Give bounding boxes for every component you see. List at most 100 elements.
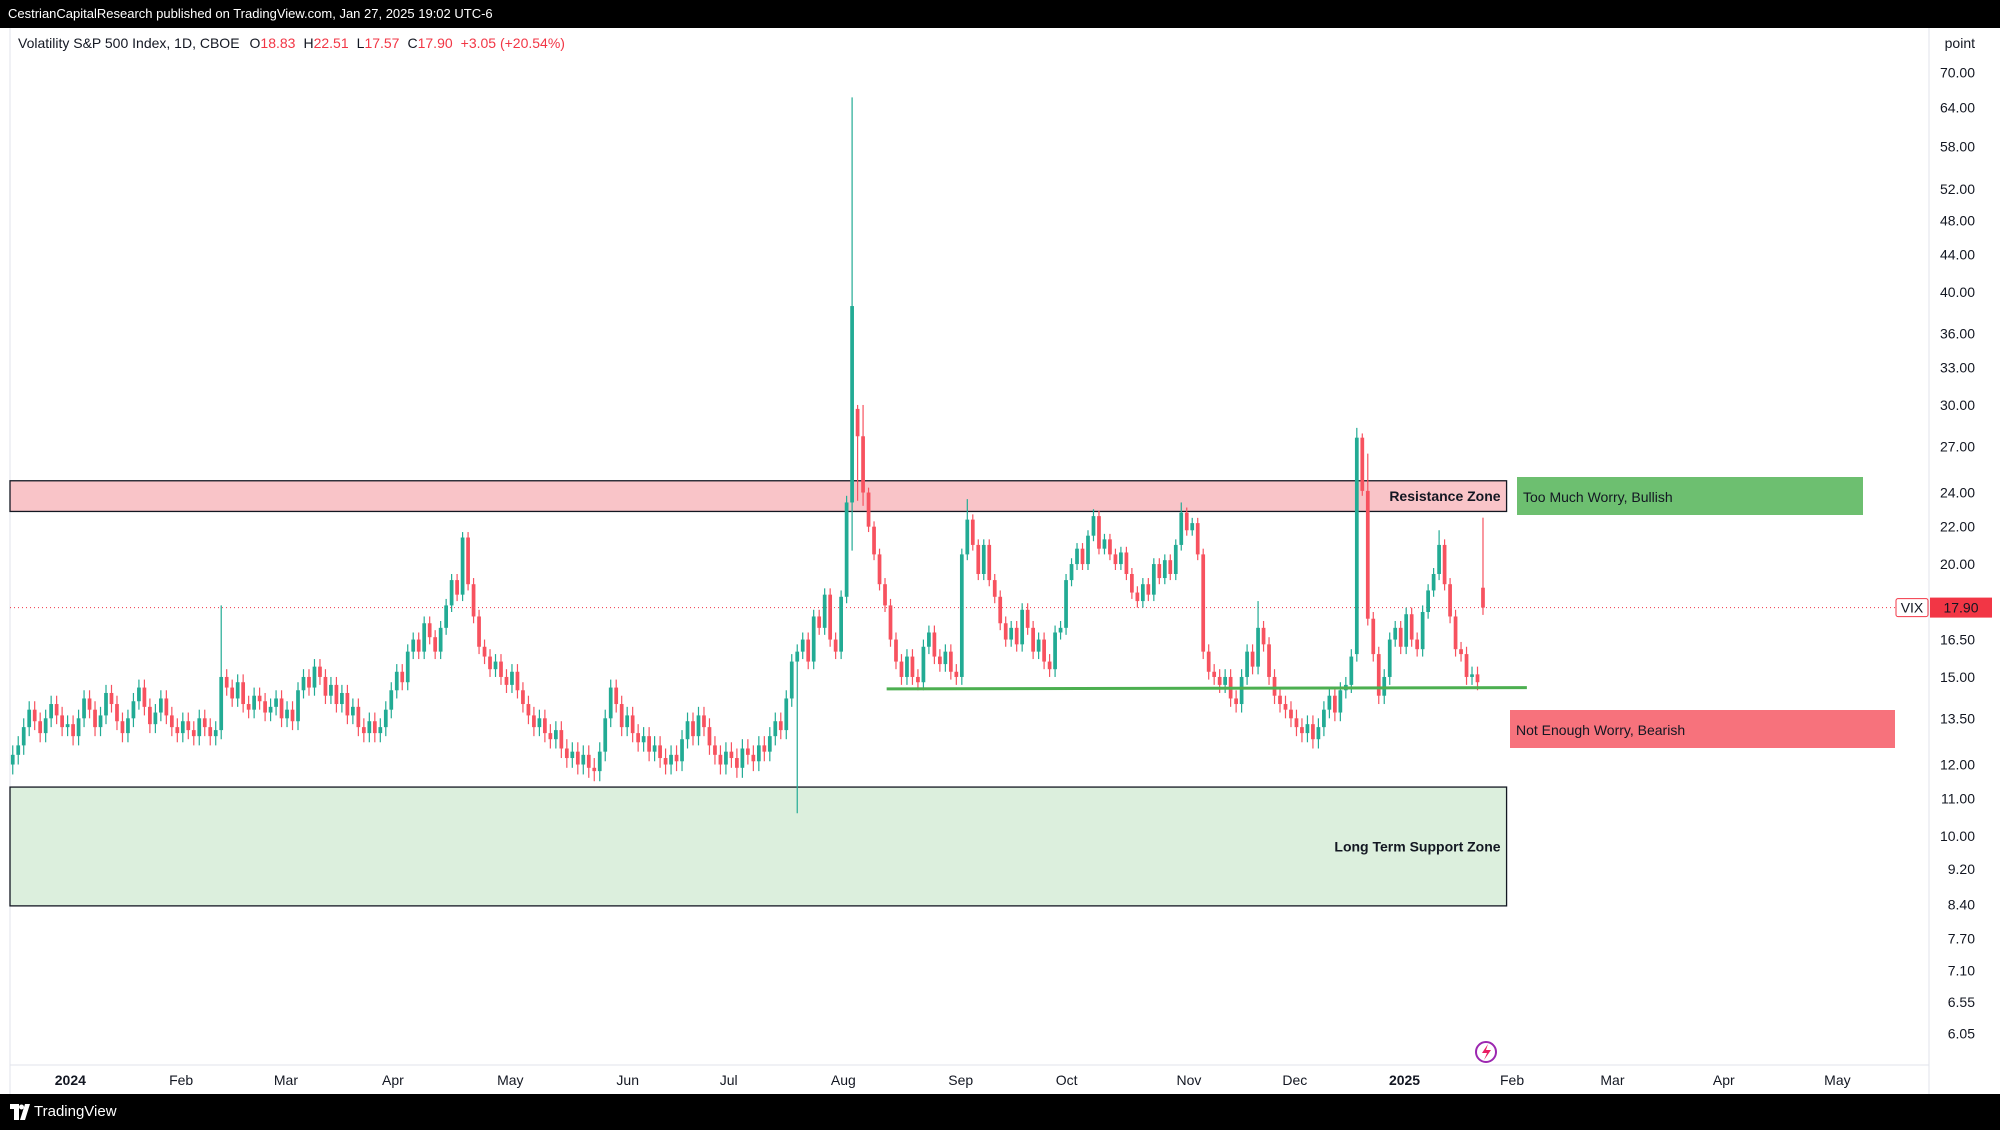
x-tick-label: Mar xyxy=(1600,1072,1624,1088)
x-tick-label: May xyxy=(1824,1072,1850,1088)
candle-body xyxy=(987,544,992,581)
y-tick-label: 58.00 xyxy=(1940,138,1975,154)
candle-body xyxy=(488,656,492,670)
candle-body xyxy=(1086,535,1090,565)
candle-body xyxy=(696,715,701,737)
candle-body xyxy=(87,698,92,710)
candle-body xyxy=(619,704,624,728)
candle-body xyxy=(1108,539,1112,555)
candle-body xyxy=(894,639,898,662)
candle-body xyxy=(1201,554,1206,652)
candle-body xyxy=(1338,690,1343,713)
candle-body xyxy=(1223,676,1228,685)
candle-body xyxy=(241,682,246,705)
candle-body xyxy=(460,537,465,595)
legend-field-label: O xyxy=(250,35,261,51)
candle-body xyxy=(383,709,388,728)
candle-body xyxy=(389,690,394,710)
candle-body xyxy=(1322,709,1326,728)
y-tick-label: 52.00 xyxy=(1940,181,1975,197)
candle-body xyxy=(1387,639,1392,677)
candle-body xyxy=(1146,584,1151,595)
legend-field-value: 22.51 xyxy=(314,35,349,51)
candle-body xyxy=(669,754,673,765)
candle-body xyxy=(1327,695,1332,710)
candle-body xyxy=(1212,671,1217,677)
candle-body xyxy=(71,724,75,737)
candle-body xyxy=(372,721,377,734)
candle-body xyxy=(208,727,213,737)
candle-body xyxy=(800,639,805,652)
candle-body xyxy=(82,698,86,719)
candle-body xyxy=(1091,516,1096,536)
candle-body xyxy=(927,632,931,647)
candle-body xyxy=(312,666,317,688)
candle-body xyxy=(1481,587,1485,608)
candle-body xyxy=(767,736,772,752)
x-tick-label: Mar xyxy=(274,1072,298,1088)
candle-body xyxy=(455,580,459,595)
candle-body xyxy=(702,715,706,728)
candle-body xyxy=(438,627,443,652)
candle-body xyxy=(521,690,525,705)
x-tick-label: 2024 xyxy=(55,1072,86,1088)
candle-body xyxy=(109,692,114,705)
x-tick-label: Feb xyxy=(1500,1072,1524,1088)
candle-body xyxy=(1311,724,1315,740)
candle-body xyxy=(833,639,838,652)
y-tick-label: 11.00 xyxy=(1941,791,1975,807)
annotation-text: Too Much Worry, Bullish xyxy=(1523,489,1673,505)
candle-body xyxy=(1283,704,1288,710)
candle-body xyxy=(680,739,684,762)
candle-body xyxy=(1459,649,1463,655)
event-icon[interactable] xyxy=(1475,1041,1497,1063)
candle-body xyxy=(279,698,284,719)
candle-body xyxy=(43,718,48,734)
candle-body xyxy=(515,671,520,691)
footer: TradingView xyxy=(0,1094,2000,1130)
annotation-text: Not Enough Worry, Bearish xyxy=(1516,722,1685,738)
candle-body xyxy=(921,646,926,683)
y-tick-label: 36.00 xyxy=(1940,325,1975,341)
candle-body xyxy=(1305,724,1310,734)
candle-body xyxy=(647,736,651,752)
candle-body xyxy=(1316,727,1321,740)
candle-body xyxy=(1184,512,1189,531)
y-tick-label: 30.00 xyxy=(1940,397,1975,413)
candle-body xyxy=(883,584,887,606)
x-tick-label: Dec xyxy=(1282,1072,1307,1088)
candle-body xyxy=(1442,544,1447,585)
candle-body xyxy=(1179,512,1184,545)
candle-body xyxy=(257,695,262,702)
x-tick-label: Feb xyxy=(169,1072,193,1088)
last-price-label: 17.90 xyxy=(1943,600,1978,616)
candle-body xyxy=(230,687,235,699)
legend-field-value: 17.57 xyxy=(364,35,399,51)
candle-body xyxy=(850,306,854,503)
candle-body xyxy=(718,754,723,765)
candle-body xyxy=(10,754,15,765)
candle-body xyxy=(1075,548,1079,565)
candle-body xyxy=(65,724,70,728)
candle-body xyxy=(1069,564,1074,581)
candle-body xyxy=(1371,618,1376,655)
candle-body xyxy=(756,745,761,762)
candle-body xyxy=(592,767,597,772)
candle-body xyxy=(762,745,767,752)
candle-body xyxy=(411,639,416,652)
candle-body xyxy=(471,584,476,617)
candle-body xyxy=(778,721,783,731)
candle-body xyxy=(175,727,180,734)
y-tick-label: 15.00 xyxy=(1940,669,1975,685)
candle-body xyxy=(499,661,503,677)
candle-body xyxy=(394,671,399,691)
candle-body xyxy=(844,502,849,597)
candle-body xyxy=(905,656,909,677)
y-tick-label: 9.20 xyxy=(1948,861,1975,877)
candle-body xyxy=(1003,623,1008,640)
candle-body xyxy=(1173,544,1178,575)
candle-body xyxy=(148,706,152,725)
candle-body xyxy=(1135,592,1140,602)
candle-body xyxy=(724,751,728,765)
x-tick-label: Oct xyxy=(1056,1072,1078,1088)
